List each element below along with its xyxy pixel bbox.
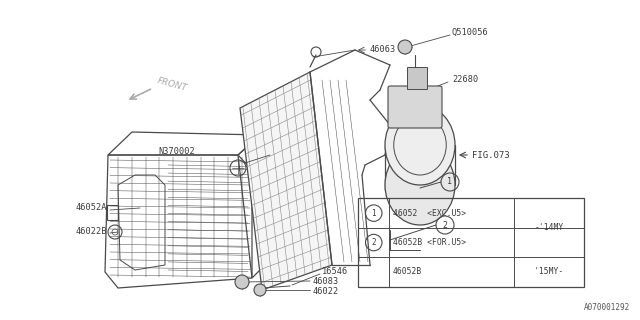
FancyBboxPatch shape (388, 86, 442, 128)
Text: -'14MY: -'14MY (534, 223, 564, 232)
Circle shape (235, 275, 249, 289)
Text: 2: 2 (371, 238, 376, 247)
Text: 1: 1 (447, 178, 452, 187)
Text: 46083: 46083 (313, 276, 339, 285)
Text: 46052A: 46052A (76, 203, 107, 212)
Polygon shape (240, 72, 332, 290)
Text: Q510056: Q510056 (452, 28, 489, 36)
Text: 46022B: 46022B (76, 228, 107, 236)
FancyBboxPatch shape (407, 67, 427, 89)
Text: '15MY-: '15MY- (534, 268, 564, 276)
Ellipse shape (385, 105, 455, 185)
Text: A070001292: A070001292 (584, 303, 630, 313)
Text: 46063: 46063 (370, 45, 396, 54)
Circle shape (398, 40, 412, 54)
Text: 46052B <FOR.U5>: 46052B <FOR.U5> (393, 238, 467, 247)
Circle shape (254, 284, 266, 296)
Text: 46022: 46022 (313, 286, 339, 295)
Bar (358, 198, 584, 287)
Text: 22680: 22680 (452, 76, 478, 84)
Text: FIG.073: FIG.073 (472, 150, 509, 159)
Text: 1: 1 (371, 209, 376, 218)
Text: 46052  <EXC.U5>: 46052 <EXC.U5> (393, 209, 467, 218)
Text: 46052B: 46052B (393, 268, 422, 276)
Ellipse shape (385, 145, 455, 225)
Text: 16546: 16546 (322, 268, 348, 276)
Text: 2: 2 (442, 220, 447, 229)
Text: FRONT: FRONT (156, 77, 188, 93)
Text: N370002: N370002 (158, 148, 195, 156)
